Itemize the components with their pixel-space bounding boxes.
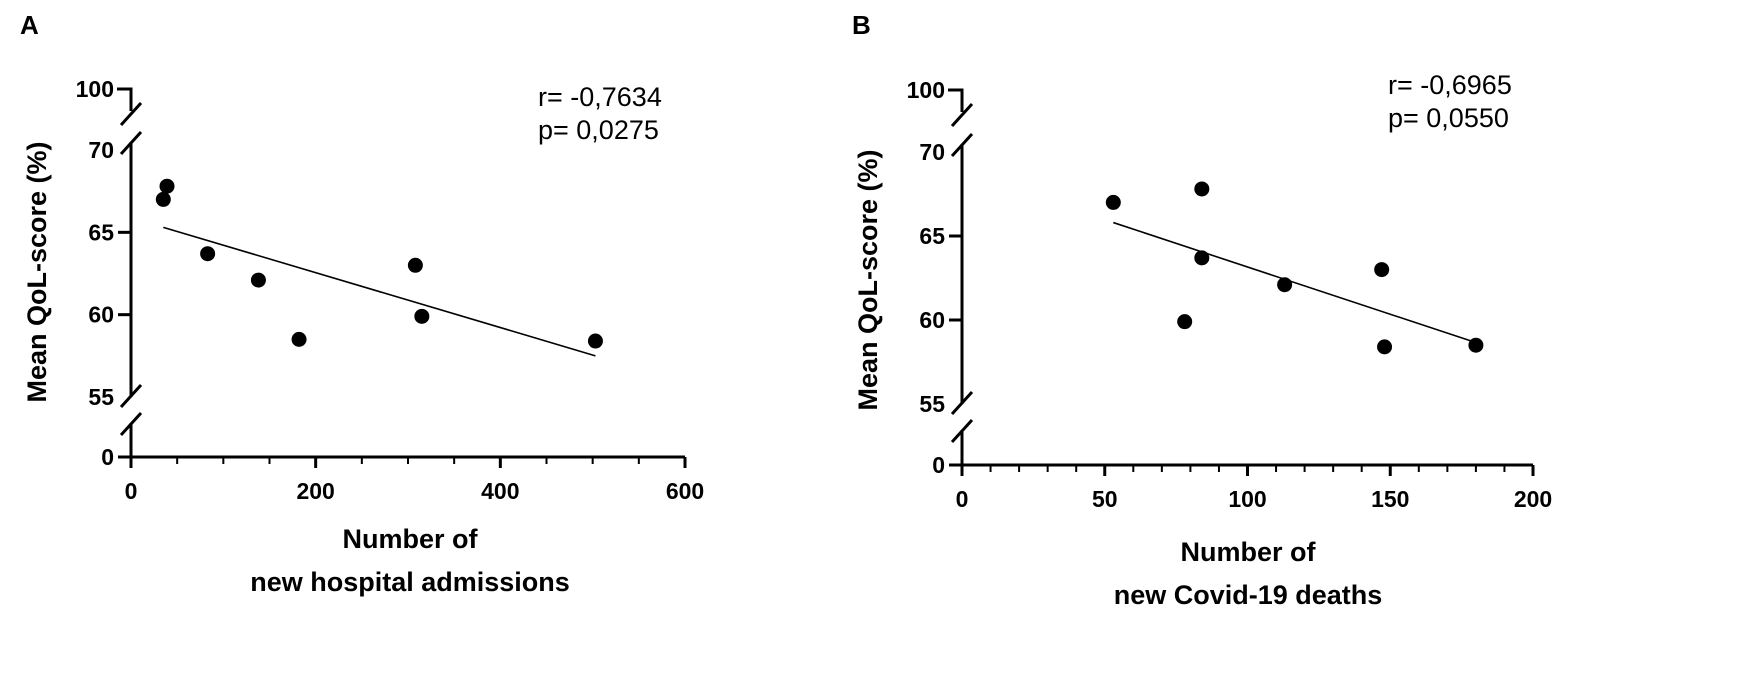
data-point: [159, 178, 175, 194]
panel-a: A 100 70 65 60 55 00 200 400 600 Mean QoL-score (%…: [20, 10, 704, 597]
data-point: [1377, 339, 1393, 355]
p-value: p= 0,0550: [1388, 103, 1509, 133]
x-tick-label: 200: [1514, 486, 1552, 512]
data-point: [1194, 250, 1210, 266]
y-tick-label: 55: [919, 391, 945, 417]
y-tick-label: 70: [919, 139, 945, 165]
y-tick-label: 100: [907, 77, 945, 103]
x-axis-title-line: new Covid-19 deaths: [1114, 580, 1383, 610]
axis-break-mark: [950, 102, 974, 128]
data-point: [291, 331, 307, 347]
x-tick-label: 0: [956, 486, 969, 512]
data-point: [250, 272, 266, 288]
p-value: p= 0,0275: [538, 115, 659, 145]
correlation-r: r= -0,6965: [1388, 70, 1512, 100]
y-tick-label: 55: [88, 384, 114, 410]
data-point: [200, 246, 216, 262]
data-point: [407, 257, 423, 273]
y-tick-label: 60: [919, 307, 945, 333]
data-point: [1468, 337, 1484, 353]
data-point: [1374, 262, 1390, 278]
y-axis-segment-top: [948, 88, 964, 112]
x-tick-label: 400: [481, 478, 519, 504]
axis-break-mark: [950, 390, 974, 416]
data-point: [414, 308, 430, 324]
x-axis-title-line: Number of: [343, 524, 479, 554]
panel-label: A: [20, 10, 39, 40]
regression-line: [1113, 221, 1480, 345]
x-tick-label: 50: [1092, 486, 1118, 512]
axis-break-mark: [119, 383, 143, 409]
y-axis-title: Mean QoL-score (%): [853, 149, 883, 410]
y-tick-label: 100: [76, 76, 114, 102]
y-axis-title: Mean QoL-score (%): [22, 141, 52, 402]
y-tick-label: 65: [88, 219, 114, 245]
data-point: [155, 191, 171, 207]
y-tick-label: 60: [88, 302, 114, 328]
axis-break-mark: [119, 101, 143, 127]
y-tick-label: 0: [101, 444, 114, 470]
x-axis-title-line: Number of: [1181, 537, 1317, 567]
panel-label: B: [852, 10, 871, 40]
x-tick-label: 150: [1371, 486, 1409, 512]
regression-line: [163, 226, 596, 357]
data-point: [1177, 314, 1193, 330]
y-tick-label: 70: [88, 137, 114, 163]
x-tick-label: 600: [666, 478, 704, 504]
correlation-r: r= -0,7634: [538, 82, 662, 112]
data-point: [587, 333, 603, 349]
x-tick-label: 0: [125, 478, 138, 504]
y-tick-label: 0: [932, 452, 945, 478]
y-tick-label: 65: [919, 223, 945, 249]
x-axis-title-line: new hospital admissions: [250, 567, 570, 597]
data-point: [1194, 181, 1210, 197]
data-point: [1277, 277, 1293, 293]
x-tick-label: 200: [296, 478, 334, 504]
panel-b: B 100 70 65 60 55 00 50 100 150 200 Mean QoL-score …: [852, 10, 1552, 610]
data-point: [1105, 194, 1121, 210]
y-axis-segment-top: [117, 87, 133, 111]
x-tick-label: 100: [1228, 486, 1266, 512]
